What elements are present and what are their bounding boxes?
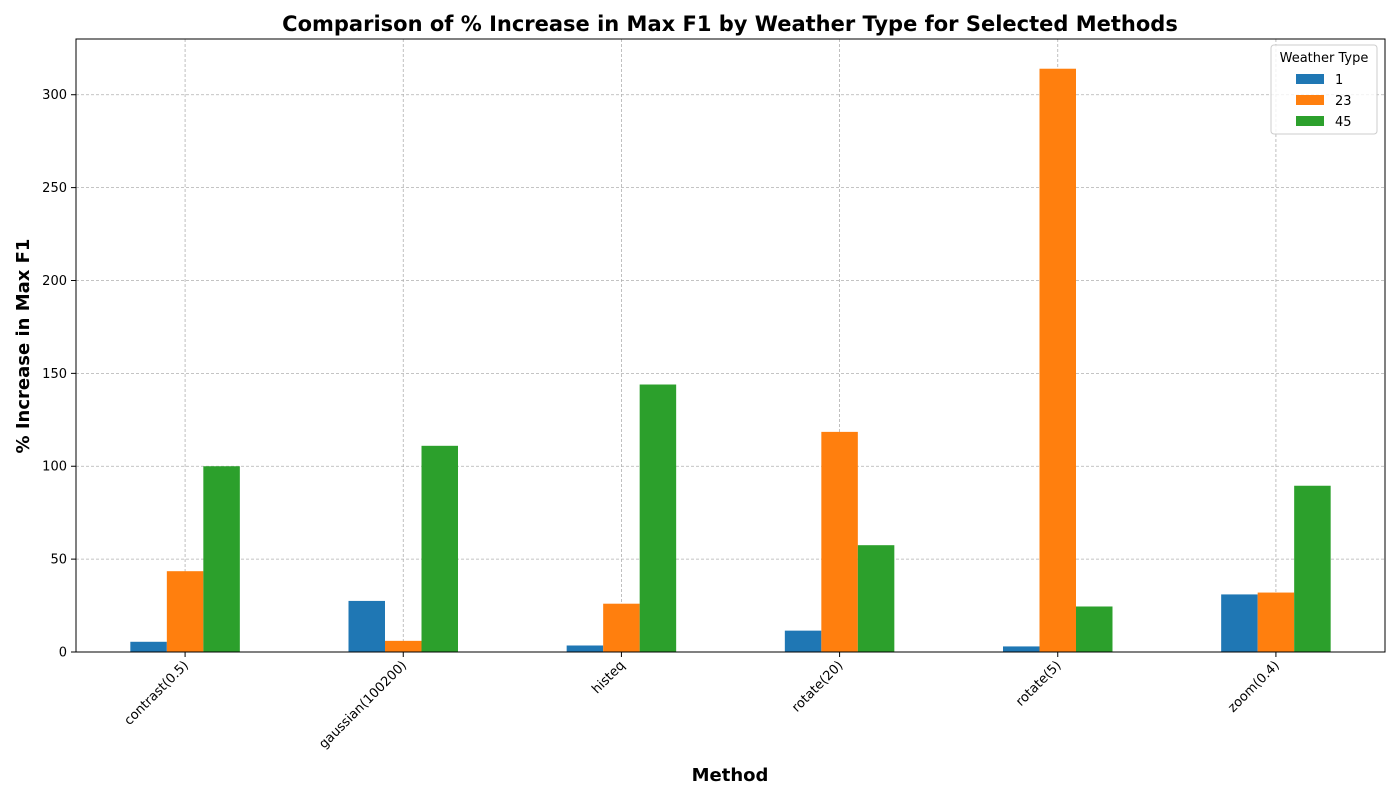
bar-1-rotate(5) (1003, 646, 1040, 652)
bar-23-rotate(20) (821, 431, 858, 652)
x-axis-label: Method (692, 765, 769, 786)
bar-1-zoom(0.4) (1221, 594, 1258, 652)
bar-23-histeq (603, 603, 640, 652)
bar-45-zoom(0.4) (1294, 485, 1331, 652)
x-tick-label: rotate(20) (789, 658, 846, 715)
y-axis-ticks: 0 50 100 150 200 250 300 (42, 88, 76, 661)
legend-title: Weather Type (1280, 51, 1369, 66)
y-tick-label: 200 (42, 274, 67, 289)
x-axis-ticks: contrast(0.5) gaussian(100200) histeq rotat… (122, 652, 1283, 752)
y-axis-label: % Increase in Max F1 (13, 239, 34, 454)
chart-title: Comparison of % Increase in Max F1 by We… (282, 12, 1178, 36)
bar-45-contrast(0.5) (203, 466, 240, 652)
bar-45-rotate(20) (857, 545, 895, 652)
bar-23-gaussian(100200) (385, 640, 422, 652)
bar-45-gaussian(100200) (421, 445, 458, 652)
y-tick-label: 150 (42, 367, 67, 382)
legend-swatch (1296, 116, 1324, 126)
y-tick-label: 50 (50, 553, 67, 568)
bar-45-histeq (639, 384, 677, 652)
bar-45-rotate(5) (1076, 606, 1113, 652)
grid-layer (76, 39, 1385, 653)
bar-23-zoom(0.4) (1257, 592, 1295, 652)
legend-box (1270, 44, 1378, 135)
x-tick-label: zoom(0.4) (1225, 658, 1282, 715)
legend-label: 23 (1335, 94, 1352, 109)
plot-frame (75, 38, 1386, 653)
x-tick-label: rotate(5) (1013, 658, 1064, 709)
legend-swatch (1296, 74, 1324, 84)
legend-label: 1 (1335, 73, 1343, 88)
y-tick-label: 100 (42, 460, 67, 475)
bar-1-rotate(20) (784, 630, 822, 652)
legend: Weather Type 1 23 45 (1270, 44, 1378, 135)
bars-layer (130, 68, 1331, 653)
bar-1-contrast(0.5) (130, 641, 167, 652)
legend-swatch (1296, 95, 1324, 105)
y-tick-label: 250 (42, 181, 67, 196)
legend-label: 45 (1335, 115, 1352, 130)
x-tick-label: histeq (589, 658, 628, 697)
bar-23-rotate(5) (1039, 68, 1076, 653)
y-tick-label: 0 (59, 646, 67, 661)
bar-1-histeq (566, 645, 604, 652)
y-tick-label: 300 (42, 88, 67, 103)
x-tick-label: contrast(0.5) (122, 658, 192, 728)
bar-23-contrast(0.5) (166, 571, 204, 652)
bar-1-gaussian(100200) (348, 600, 385, 652)
x-tick-label: gaussian(100200) (316, 658, 410, 752)
